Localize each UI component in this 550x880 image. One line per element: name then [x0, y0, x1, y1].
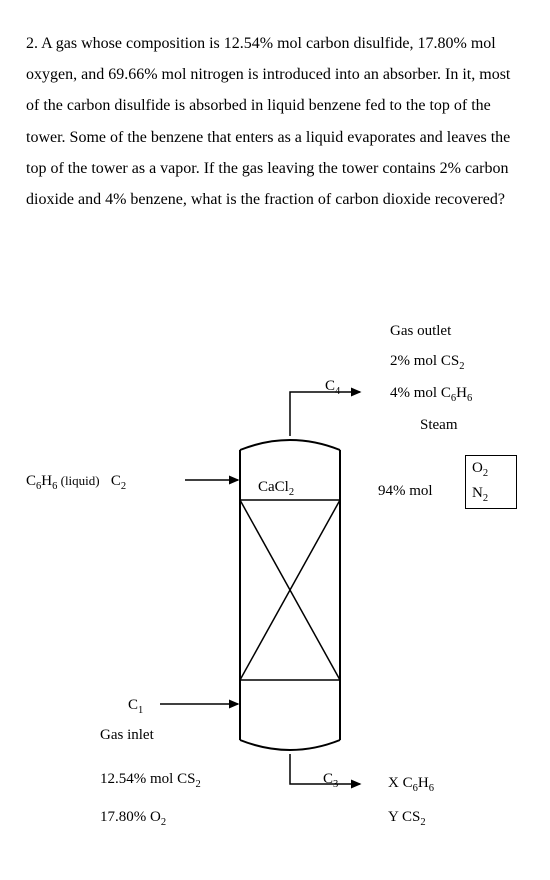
mol94-label: 94% mol: [378, 480, 433, 503]
gas-outlet-cs2: 2% mol CS2: [390, 350, 464, 375]
gas-inlet-o2: 17.80% O2: [100, 806, 166, 831]
steam-label: Steam: [420, 414, 458, 437]
bottom-y-label: Y CS2: [388, 806, 426, 831]
bottom-x-label: X C6H6: [388, 772, 434, 797]
stream-c4: C4: [325, 375, 340, 400]
gas-outlet-title: Gas outlet: [390, 320, 451, 343]
tower-internal-label: CaCl2: [258, 476, 294, 501]
gas-inlet-title: Gas inlet: [100, 724, 154, 747]
o2-n2-box: O2 N2: [465, 455, 517, 509]
stream-c1: C1: [128, 694, 143, 719]
benzene-feed-label: C6H6 (liquid) C2: [26, 470, 126, 495]
problem-statement: 2. A gas whose composition is 12.54% mol…: [26, 28, 524, 215]
gas-inlet-cs2: 12.54% mol CS2: [100, 768, 201, 793]
absorber-diagram: CaCl2 C4 Gas outlet 2% mol CS2 4% mol C6…: [0, 320, 550, 880]
stream-c3: C3: [323, 768, 338, 793]
gas-outlet-c6h6: 4% mol C6H6: [390, 382, 472, 407]
